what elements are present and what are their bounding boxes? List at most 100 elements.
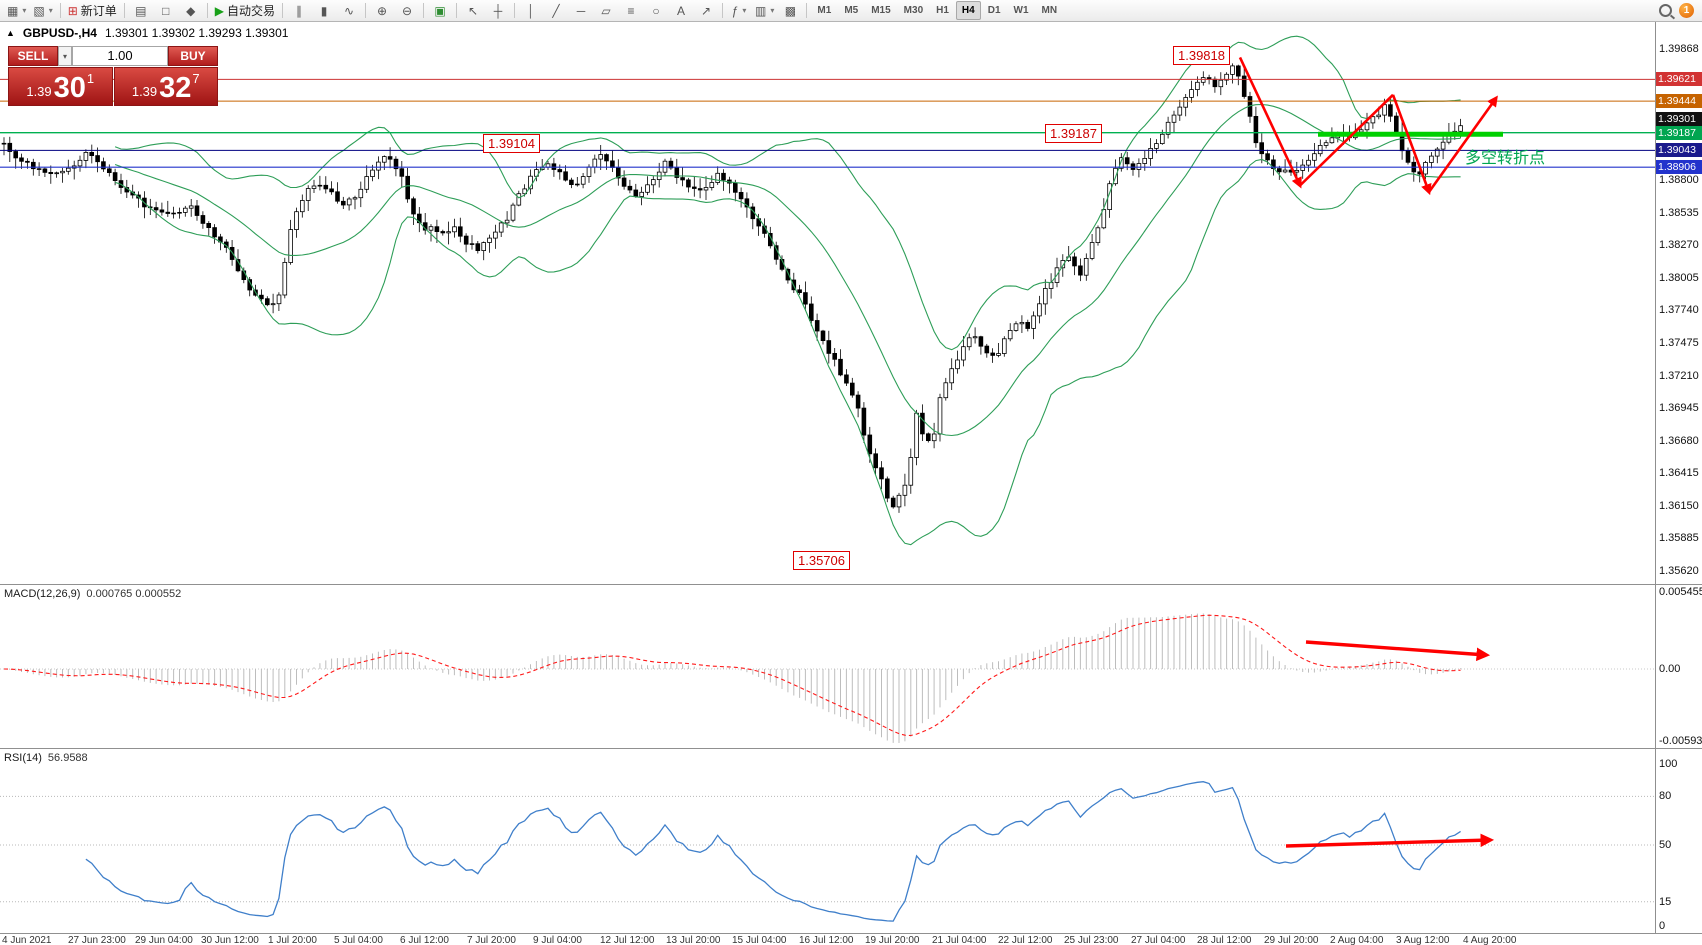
timeframe-h1-button[interactable]: H1 (936, 5, 949, 16)
zoom-out-icon[interactable]: ⊖ (395, 1, 419, 21)
time-axis-label: 3 Aug 12:00 (1396, 935, 1450, 945)
crosshair-icon[interactable]: ┼ (486, 1, 510, 21)
price-tick-label: 1.38270 (1659, 239, 1699, 251)
time-axis-label: 4 Jun 2021 (2, 935, 52, 945)
turning-point-annotation: 多空转折点 (1465, 150, 1546, 167)
time-axis-label: 6 Jul 12:00 (400, 935, 449, 945)
time-axis-label: 15 Jul 04:00 (732, 935, 787, 945)
arrow-tool-icon[interactable]: ↗ (694, 1, 718, 21)
timeframe-d1-button[interactable]: D1 (987, 5, 1001, 16)
price-tick-label: 1.35620 (1659, 565, 1699, 577)
shapes-icon[interactable]: ○ (644, 1, 668, 21)
new-order-button[interactable]: ⊞ 新订单 (65, 1, 120, 21)
ohlc-values: 1.39301 1.39302 1.39293 1.39301 (104, 26, 289, 40)
main-chart-canvas[interactable] (0, 22, 1702, 584)
symbol-period-label: GBPUSD-,H4 (22, 26, 97, 40)
sell-price-button[interactable]: 1.39 30 1 (8, 67, 113, 106)
timeframe-m1-button[interactable]: M1 (817, 5, 832, 16)
price-tick-label: 1.37210 (1659, 370, 1699, 382)
price-tick-label: 1.36415 (1659, 467, 1699, 479)
trendline-icon[interactable]: ╱ (544, 1, 568, 21)
rsi-scale-label: 50 (1659, 839, 1672, 851)
toolbar-separator (456, 3, 458, 18)
time-axis-label: 13 Jul 20:00 (666, 935, 721, 945)
left-level-price-flag: 1.39104 (483, 134, 540, 153)
collapse-chart-icon[interactable]: ▲ (6, 28, 15, 38)
crosshair-icon: ┼ (493, 3, 503, 18)
timeframe-mn-button[interactable]: MN (1041, 5, 1058, 16)
line-chart-icon[interactable]: ∿ (337, 1, 361, 21)
price-tick-label: 1.37475 (1659, 337, 1699, 349)
sell-button[interactable]: SELL (8, 46, 58, 66)
new-chart-icon[interactable]: ▦ ▾ (4, 1, 29, 21)
text-icon[interactable]: A (669, 1, 693, 21)
rsi-scale-label: 100 (1659, 758, 1678, 770)
toolbar-separator (722, 3, 724, 18)
volume-dropdown-icon[interactable]: ▾ (58, 46, 72, 66)
buy-button[interactable]: BUY (168, 46, 218, 66)
time-axis-label: 5 Jul 04:00 (334, 935, 383, 945)
rsi-splitter[interactable] (0, 748, 1702, 749)
cursor-icon[interactable]: ↖ (461, 1, 485, 21)
buy-price-button[interactable]: 1.39 32 7 (113, 67, 218, 106)
tile-windows-icon[interactable]: ▣ (428, 1, 452, 21)
timeframe-m5-button[interactable]: M5 (844, 5, 859, 16)
timeframe-w1-button[interactable]: W1 (1013, 5, 1029, 16)
bar-chart-icon[interactable]: ∥ (287, 1, 311, 21)
macd-panel-canvas[interactable] (0, 585, 1702, 748)
grid-icon: ▩ (784, 3, 797, 18)
fibonacci-icon[interactable]: ≡ (619, 1, 643, 21)
price-tick-label: 1.35885 (1659, 532, 1699, 544)
search-icon[interactable] (1659, 4, 1672, 17)
timeframe-m15-button[interactable]: M15 (871, 5, 891, 16)
channel-icon[interactable]: ▱ (594, 1, 618, 21)
candlestick-chart-icon[interactable]: ▮ (312, 1, 336, 21)
new-chart-icon: ▦ (7, 3, 19, 18)
rsi-panel-canvas[interactable] (0, 749, 1702, 933)
chart-title-bar: ▲ GBPUSD-,H4 1.39301 1.39302 1.39293 1.3… (6, 26, 288, 40)
auto-trading-button[interactable]: ▶ 自动交易 (212, 1, 278, 21)
data-window-icon[interactable]: □ (154, 1, 178, 21)
macd-name: MACD(12,26,9) (4, 588, 81, 600)
price-level-badge: 1.39444 (1656, 94, 1702, 108)
rsi-scale-label: 80 (1659, 790, 1672, 802)
time-axis-label: 9 Jul 04:00 (533, 935, 582, 945)
dropdown-caret-icon: ▾ (770, 6, 775, 15)
time-axis[interactable]: 4 Jun 2021 27 Jun 23:00 29 Jun 04:00 30 Jun… (0, 935, 1702, 945)
window-profiles-icon[interactable]: ▧ ▾ (30, 1, 55, 21)
ask-prefix: 1.39 (131, 84, 158, 99)
macd-values: 0.000765 0.000552 (86, 588, 182, 600)
time-axis-label: 1 Jul 20:00 (268, 935, 317, 945)
time-axis-label: 16 Jul 12:00 (799, 935, 854, 945)
toolbar-separator (123, 3, 125, 18)
swing-low-price-flag: 1.35706 (793, 551, 850, 570)
rsi-value: 56.9588 (47, 752, 88, 764)
macd-scale-label: 0.00 (1659, 663, 1681, 675)
grid-icon[interactable]: ▩ (778, 1, 802, 21)
time-axis-label: 22 Jul 12:00 (998, 935, 1053, 945)
macd-indicator-label: MACD(12,26,9) 0.000765 0.000552 (4, 588, 181, 600)
market-watch-icon: ▤ (135, 3, 147, 18)
timeframe-h4-button[interactable]: H4 (955, 1, 981, 20)
pivot-price-flag: 1.39187 (1045, 124, 1102, 143)
template-icon[interactable]: ▥ ▾ (752, 1, 777, 21)
time-axis-label: 19 Jul 20:00 (865, 935, 920, 945)
volume-input[interactable]: 1.00 (72, 46, 168, 66)
trendline-icon: ╱ (552, 3, 560, 18)
time-axis-label: 30 Jun 12:00 (201, 935, 259, 945)
indicators-icon[interactable]: ƒ ▾ (727, 1, 751, 21)
time-axis-label: 27 Jun 23:00 (68, 935, 126, 945)
navigator-icon[interactable]: ◆ (179, 1, 203, 21)
arrow-tool-icon: ↗ (701, 3, 712, 18)
notification-badge[interactable]: 1 (1679, 3, 1694, 18)
vertical-line-icon[interactable]: │ (519, 1, 543, 21)
zoom-in-icon[interactable]: ⊕ (370, 1, 394, 21)
horizontal-line-icon[interactable]: ─ (569, 1, 593, 21)
toolbar-separator (282, 3, 284, 18)
price-level-badge: 1.39043 (1656, 143, 1702, 157)
market-watch-icon[interactable]: ▤ (129, 1, 153, 21)
macd-splitter[interactable] (0, 584, 1702, 585)
timeframe-m30-button[interactable]: M30 (903, 5, 924, 16)
price-level-badge: 1.39187 (1656, 126, 1702, 140)
channel-icon: ▱ (601, 3, 611, 18)
